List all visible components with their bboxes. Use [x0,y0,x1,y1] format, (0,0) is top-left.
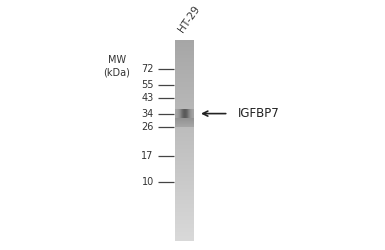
Text: 72: 72 [141,64,154,74]
Text: 55: 55 [141,80,154,90]
Text: 43: 43 [142,93,154,103]
Text: HT-29: HT-29 [177,4,202,34]
Text: MW
(kDa): MW (kDa) [103,55,130,78]
Text: 17: 17 [141,150,154,160]
Text: 34: 34 [142,108,154,118]
Text: 10: 10 [142,177,154,187]
Text: 26: 26 [141,122,154,132]
Text: IGFBP7: IGFBP7 [238,107,280,120]
